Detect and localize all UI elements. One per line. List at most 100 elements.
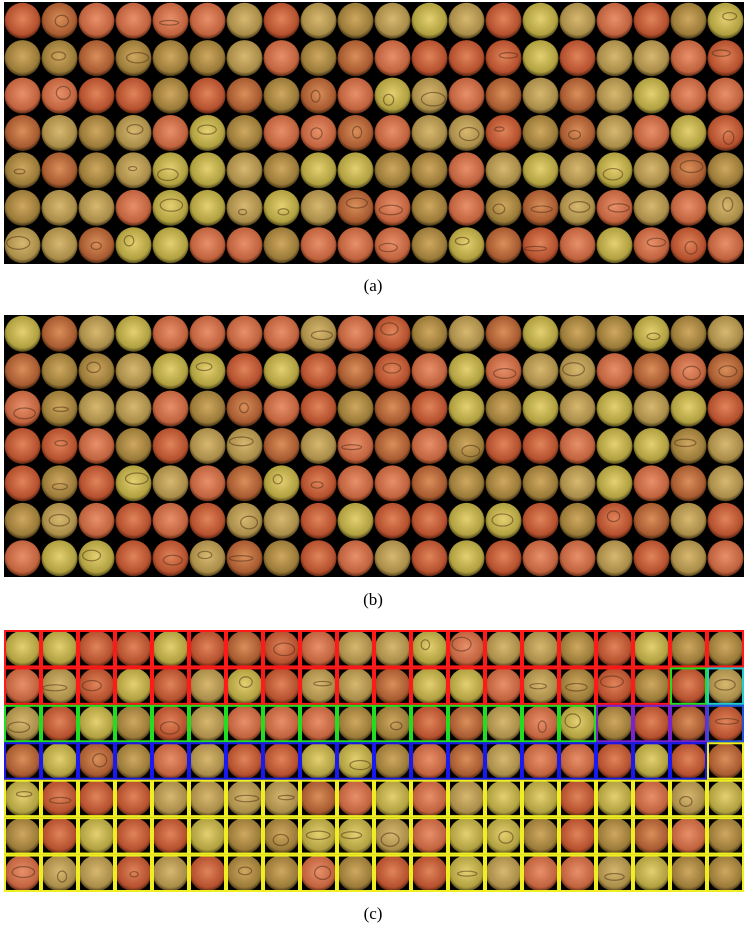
- endoscopy-frame: [634, 465, 670, 501]
- endoscopy-frame: [671, 391, 707, 427]
- endoscopy-frame: [449, 40, 485, 76]
- endoscopy-frame: [42, 115, 78, 151]
- endoscopy-frame: [153, 743, 189, 779]
- endoscopy-frame: [412, 391, 448, 427]
- endoscopy-frame: [597, 316, 633, 352]
- endoscopy-frame: [79, 465, 115, 501]
- endoscopy-frame: [190, 316, 226, 352]
- endoscopy-frame: [264, 152, 300, 188]
- endoscopy-frame: [708, 465, 744, 501]
- endoscopy-frame: [634, 818, 670, 854]
- endoscopy-frame: [375, 316, 411, 352]
- endoscopy-frame: [153, 855, 189, 891]
- endoscopy-frame: [338, 540, 374, 576]
- endoscopy-frame: [671, 631, 707, 667]
- endoscopy-frame: [449, 465, 485, 501]
- endoscopy-frame: [523, 353, 559, 389]
- endoscopy-frame: [597, 115, 633, 151]
- endoscopy-frame: [5, 3, 41, 39]
- endoscopy-frame: [449, 3, 485, 39]
- endoscopy-frame: [708, 743, 744, 779]
- endoscopy-frame: [597, 190, 633, 226]
- endoscopy-frame: [190, 353, 226, 389]
- endoscopy-frame: [301, 780, 337, 816]
- endoscopy-frame: [153, 190, 189, 226]
- endoscopy-frame: [412, 668, 448, 704]
- endoscopy-frame: [597, 428, 633, 464]
- endoscopy-frame: [227, 3, 263, 39]
- endoscopy-frame: [523, 40, 559, 76]
- endoscopy-frame: [375, 540, 411, 576]
- endoscopy-frame: [5, 78, 41, 114]
- endoscopy-frame: [671, 706, 707, 742]
- endoscopy-frame: [5, 353, 41, 389]
- endoscopy-frame: [375, 855, 411, 891]
- endoscopy-frame: [560, 40, 596, 76]
- endoscopy-frame: [79, 428, 115, 464]
- endoscopy-frame: [190, 706, 226, 742]
- endoscopy-frame: [523, 78, 559, 114]
- panel-label: (c): [364, 904, 383, 923]
- endoscopy-frame: [671, 780, 707, 816]
- endoscopy-frame: [5, 855, 41, 891]
- endoscopy-frame: [708, 855, 744, 891]
- endoscopy-frame: [523, 3, 559, 39]
- endoscopy-frame: [42, 40, 78, 76]
- endoscopy-frame: [301, 391, 337, 427]
- endoscopy-frame: [523, 391, 559, 427]
- endoscopy-frame: [42, 152, 78, 188]
- endoscopy-frame: [597, 818, 633, 854]
- endoscopy-frame: [412, 540, 448, 576]
- endoscopy-frame: [523, 540, 559, 576]
- endoscopy-frame: [708, 503, 744, 539]
- panel-label: (a): [364, 276, 383, 295]
- endoscopy-frame: [264, 743, 300, 779]
- endoscopy-frame: [486, 78, 522, 114]
- endoscopy-frame: [5, 40, 41, 76]
- endoscopy-frame: [5, 743, 41, 779]
- endoscopy-frame: [486, 855, 522, 891]
- endoscopy-frame: [227, 780, 263, 816]
- endoscopy-frame: [264, 3, 300, 39]
- endoscopy-frame: [671, 668, 707, 704]
- endoscopy-frame: [597, 706, 633, 742]
- endoscopy-frame: [116, 40, 152, 76]
- endoscopy-frame: [264, 353, 300, 389]
- endoscopy-frame: [634, 152, 670, 188]
- endoscopy-frame: [634, 540, 670, 576]
- endoscopy-frame: [338, 391, 374, 427]
- endoscopy-frame: [190, 40, 226, 76]
- endoscopy-frame: [560, 353, 596, 389]
- endoscopy-frame: [375, 780, 411, 816]
- endoscopy-frame: [486, 540, 522, 576]
- endoscopy-frame: [597, 668, 633, 704]
- endoscopy-frame: [560, 855, 596, 891]
- endoscopy-frame: [671, 540, 707, 576]
- page: (a) (b) (c) (() => { const data = JSON.p…: [0, 0, 747, 929]
- endoscopy-frame: [264, 503, 300, 539]
- endoscopy-frame: [560, 818, 596, 854]
- endoscopy-frame: [190, 855, 226, 891]
- endoscopy-frame: [597, 353, 633, 389]
- endoscopy-frame: [227, 743, 263, 779]
- endoscopy-frame: [42, 540, 78, 576]
- endoscopy-frame: [449, 316, 485, 352]
- endoscopy-frame: [116, 353, 152, 389]
- endoscopy-frame: [486, 668, 522, 704]
- endoscopy-frame: [301, 227, 337, 263]
- endoscopy-frame: [375, 152, 411, 188]
- endoscopy-frame: [412, 227, 448, 263]
- endoscopy-frame: [227, 465, 263, 501]
- endoscopy-frame: [412, 40, 448, 76]
- endoscopy-frame: [486, 465, 522, 501]
- endoscopy-frame: [671, 115, 707, 151]
- endoscopy-frame: [523, 316, 559, 352]
- endoscopy-frame: [375, 465, 411, 501]
- endoscopy-frame: [486, 152, 522, 188]
- endoscopy-frame: [449, 780, 485, 816]
- endoscopy-frame: [190, 3, 226, 39]
- endoscopy-frame: [597, 540, 633, 576]
- endoscopy-frame: [671, 316, 707, 352]
- endoscopy-frame: [79, 780, 115, 816]
- endoscopy-frame: [708, 353, 744, 389]
